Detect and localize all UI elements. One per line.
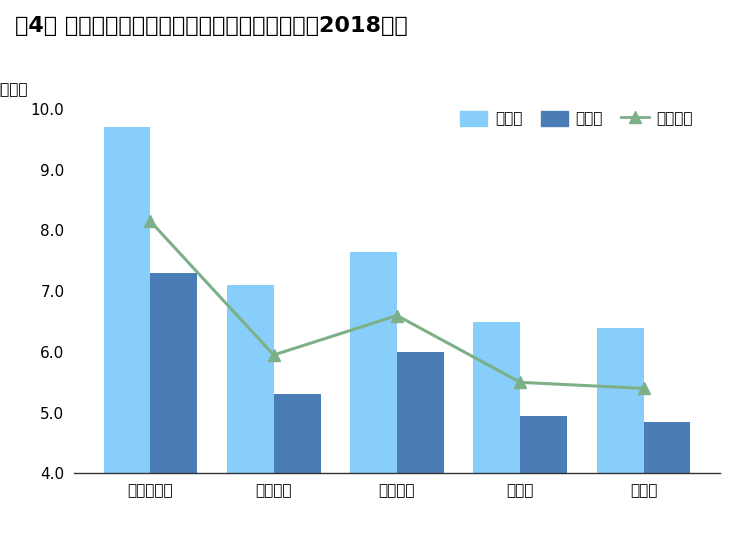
- Bar: [520, 416, 567, 473]
- Legend: 片働き, 共働き, 加重平均: 片働き, 共働き, 加重平均: [453, 104, 699, 133]
- Text: 図4． 首都圈・新築マンションの世帯年收倍率（2018年）: 図4． 首都圈・新築マンションの世帯年收倍率（2018年）: [15, 16, 407, 36]
- Y-axis label: （倍率）: （倍率）: [0, 82, 28, 97]
- Bar: [643, 422, 690, 473]
- Bar: [350, 252, 397, 473]
- Bar: [397, 352, 444, 473]
- Bar: [104, 127, 151, 473]
- Bar: [151, 273, 197, 473]
- Bar: [597, 328, 643, 473]
- Bar: [473, 322, 520, 473]
- Bar: [274, 394, 321, 473]
- Bar: [227, 285, 274, 473]
